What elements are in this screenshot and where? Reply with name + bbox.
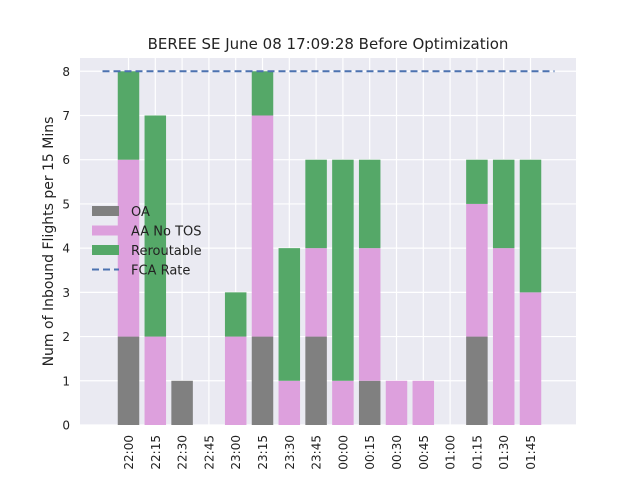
bar-aa-no-tos: [358, 248, 381, 381]
x-tick-label: 00:30: [390, 435, 404, 470]
bar-reroutable: [251, 71, 274, 116]
y-tick-label: 0: [62, 419, 70, 433]
legend-swatch-aa-no-tos: [92, 225, 119, 236]
y-tick-label: 3: [62, 286, 70, 300]
bars: [117, 71, 542, 425]
legend-label-oa: OA: [131, 205, 150, 220]
bar-aa-no-tos: [385, 380, 408, 425]
bar-oa: [305, 336, 327, 425]
y-tick-label: 8: [62, 65, 70, 79]
x-tick-label: 00:00: [336, 435, 350, 470]
bar-oa: [117, 336, 140, 425]
x-tick-label: 00:15: [363, 435, 377, 470]
x-tick-label: 22:45: [202, 435, 216, 470]
bar-aa-no-tos: [492, 248, 515, 425]
bar-aa-no-tos: [305, 248, 327, 337]
bar-aa-no-tos: [332, 380, 354, 425]
y-tick-label: 7: [62, 109, 70, 123]
legend-label-fca-rate: FCA Rate: [131, 264, 190, 279]
legend-label-aa-no-tos: AA No TOS: [131, 225, 202, 240]
x-tick-label: 23:00: [229, 435, 243, 470]
y-tick-label: 4: [62, 242, 70, 256]
bar-aa-no-tos: [251, 115, 274, 337]
bar-reroutable: [358, 159, 381, 249]
x-tick-label: 23:15: [256, 435, 270, 470]
bar-aa-no-tos: [412, 380, 435, 425]
x-tick-label: 01:45: [524, 435, 538, 470]
chart-title: BEREE SE June 08 17:09:28 Before Optimiz…: [148, 35, 509, 53]
x-tick-label: 23:45: [310, 435, 324, 470]
y-axis-label: Num of Inbound Flights per 15 Mins: [41, 117, 57, 367]
x-tick-label: 23:30: [283, 435, 297, 470]
bar-reroutable: [305, 159, 327, 249]
x-tick-label: 01:15: [470, 435, 484, 470]
y-tick-label: 6: [62, 153, 70, 167]
bar-aa-no-tos: [117, 159, 140, 337]
y-axis: 0 1 2 3 4 5 6 7 8: [62, 65, 70, 433]
bar-reroutable: [278, 248, 301, 381]
bar-reroutable: [224, 292, 247, 337]
bar-aa-no-tos: [278, 380, 301, 425]
bar-oa: [251, 336, 274, 425]
bar-reroutable: [519, 159, 542, 293]
bar-oa: [171, 380, 193, 425]
y-tick-label: 1: [62, 374, 70, 388]
x-tick-label: 01:00: [444, 435, 458, 470]
bar-oa: [466, 336, 488, 425]
bar-reroutable: [332, 159, 354, 381]
bar-reroutable: [117, 71, 140, 160]
x-axis: 22:00 22:15 22:30 22:45 23:00 23:15 23:30 23:45…: [122, 435, 538, 470]
bar-aa-no-tos: [519, 292, 542, 425]
x-tick-label: 00:45: [417, 435, 431, 470]
bar-reroutable: [466, 159, 488, 204]
legend-label-reroutable: Reroutable: [131, 244, 202, 259]
legend-swatch-reroutable: [92, 245, 119, 255]
x-tick-label: 01:30: [497, 435, 511, 470]
y-tick-label: 2: [62, 330, 70, 344]
x-tick-label: 22:00: [122, 435, 136, 470]
legend: OA AA No TOS Reroutable FCA Rate: [92, 205, 202, 279]
bar-aa-no-tos: [224, 336, 247, 425]
bar-aa-no-tos: [466, 203, 488, 337]
x-tick-label: 22:30: [176, 435, 190, 470]
y-tick-label: 5: [62, 197, 70, 211]
bar-reroutable: [144, 115, 167, 337]
legend-swatch-oa: [92, 206, 119, 216]
x-tick-label: 22:15: [149, 435, 163, 470]
bar-reroutable: [492, 159, 515, 249]
bar-oa: [358, 380, 381, 425]
bar-aa-no-tos: [144, 336, 167, 425]
